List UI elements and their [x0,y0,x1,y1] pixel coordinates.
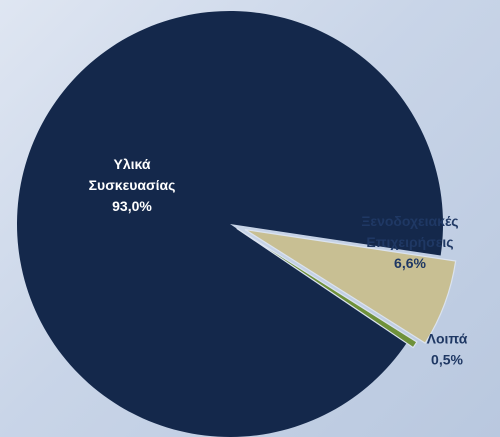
slice-name-line: Υλικά [114,156,151,172]
slice-percent: 0,5% [431,352,463,368]
slice-name-line: Ξενοδοχειακές [361,213,458,229]
slice-hotels [244,228,457,345]
slice-percent: 6,6% [394,255,426,271]
label-hotels: Ξενοδοχειακές Επιχειρήσεις 6,6% [361,213,458,271]
slice-name-line: Συσκευασίας [89,177,176,193]
slice-other [236,227,418,349]
slice-percent: 93,0% [112,198,152,214]
pie-labels: Υλικά Συσκευασίας 93,0% Ξενοδοχειακές Επιχει… [89,156,468,368]
pie-slices [17,10,457,437]
slice-materials [17,10,444,437]
label-materials: Υλικά Συσκευασίας 93,0% [89,156,176,214]
label-other: Λοιπά 0,5% [427,331,468,368]
slice-name-line: Επιχειρήσεις [366,234,453,250]
slice-name-line: Λοιπά [427,331,468,347]
